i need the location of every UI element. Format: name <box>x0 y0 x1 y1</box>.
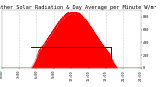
Title: Milwaukee Weather Solar Radiation & Day Average per Minute W/m² (Today): Milwaukee Weather Solar Radiation & Day … <box>0 5 160 10</box>
